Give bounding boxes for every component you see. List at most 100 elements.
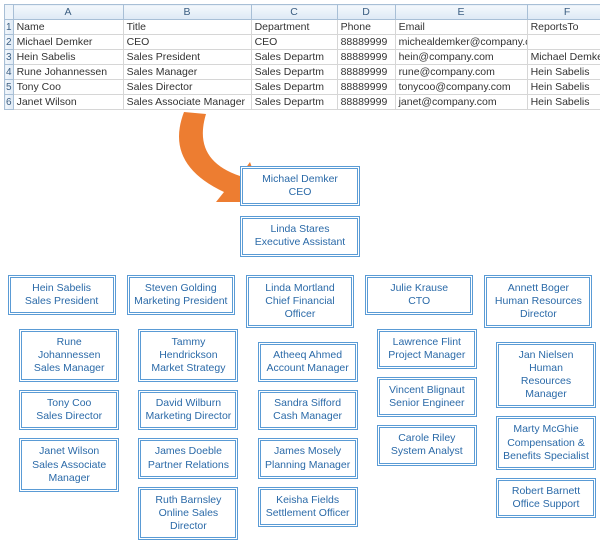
node-title: Planning Manager	[265, 459, 351, 472]
org-node-child: Keisha FieldsSettlement Officer	[258, 487, 358, 527]
node-title: Compensation & Benefits Specialist	[503, 437, 589, 463]
org-node-child: Sandra SiffordCash Manager	[258, 390, 358, 430]
node-title: CEO	[247, 186, 353, 199]
org-children: Lawrence FlintProject Manager Vincent Bli…	[362, 329, 477, 474]
row-header: 5	[5, 80, 14, 95]
org-node-child: Ruth BarnsleyOnline Sales Director	[138, 487, 238, 540]
column-header-row: ABCDEF	[5, 5, 600, 20]
node-title: Partner Relations	[145, 459, 231, 472]
org-assistant-row: Linda Stares Executive Assistant	[4, 216, 596, 256]
spreadsheet-table: ABCDEF 1NameTitleDepartmentPhoneEmailRep…	[4, 4, 600, 110]
cell: janet@company.com	[395, 95, 527, 110]
node-name: James Mosely	[265, 445, 351, 458]
spreadsheet-body: 1NameTitleDepartmentPhoneEmailReportsTo2…	[5, 20, 600, 110]
cell: michealdemker@company.com	[395, 35, 527, 50]
node-name: Keisha Fields	[265, 494, 351, 507]
cell: Hein Sabelis	[13, 50, 123, 65]
cell: Michael Demker	[527, 50, 600, 65]
cell: Janet Wilson	[13, 95, 123, 110]
node-name: Hein Sabelis	[15, 282, 109, 295]
node-name: Robert Barnett	[503, 485, 589, 498]
cell: hein@company.com	[395, 50, 527, 65]
cell: Sales President	[123, 50, 251, 65]
node-title: Senior Engineer	[384, 397, 470, 410]
org-node-child: Carole RileySystem Analyst	[377, 425, 477, 465]
org-node-head: Linda MortlandChief Financial Officer	[246, 275, 354, 328]
cell: Department	[251, 20, 337, 35]
node-name: Rune Johannessen	[26, 336, 112, 362]
node-name: Linda Stares	[247, 223, 353, 236]
org-node-child: Robert BarnettOffice Support	[496, 478, 596, 518]
node-name: Carole Riley	[384, 432, 470, 445]
org-node-child: Tony CooSales Director	[19, 390, 119, 430]
cell: Hein Sabelis	[527, 80, 600, 95]
column-header: A	[13, 5, 123, 20]
cell: 88889999	[337, 50, 395, 65]
node-title: Settlement Officer	[265, 507, 351, 520]
node-title: Sales Manager	[26, 362, 112, 375]
cell: ReportsTo	[527, 20, 600, 35]
corner-cell	[5, 5, 14, 20]
column-header: D	[337, 5, 395, 20]
org-children: Rune JohannessenSales Manager Tony CooSal…	[4, 329, 119, 500]
node-title: Chief Financial Officer	[253, 295, 347, 321]
node-name: Atheeq Ahmed	[265, 349, 351, 362]
node-title: CTO	[372, 295, 466, 308]
org-branch: Linda MortlandChief Financial Officer Ath…	[242, 275, 357, 549]
org-node-child: Vincent BlignautSenior Engineer	[377, 377, 477, 417]
org-node-child: Lawrence FlintProject Manager	[377, 329, 477, 369]
row-header: 1	[5, 20, 14, 35]
org-branch: Hein SabelisSales President Rune Johannes…	[4, 275, 119, 549]
column-header: F	[527, 5, 600, 20]
cell: 88889999	[337, 35, 395, 50]
node-name: Jan Nielsen	[503, 349, 589, 362]
org-node-child: David WilburnMarketing Director	[138, 390, 238, 430]
node-title: System Analyst	[384, 445, 470, 458]
node-title: Sales President	[15, 295, 109, 308]
node-name: Lawrence Flint	[384, 336, 470, 349]
node-title: Sales Associate Manager	[26, 459, 112, 485]
row-header: 2	[5, 35, 14, 50]
cell: Tony Coo	[13, 80, 123, 95]
node-title: Human Resources Manager	[503, 362, 589, 401]
node-title: Marketing Director	[145, 410, 231, 423]
cell: Sales Departm	[251, 50, 337, 65]
column-header: B	[123, 5, 251, 20]
cell: Sales Manager	[123, 65, 251, 80]
node-name: Sandra Sifford	[265, 397, 351, 410]
table-row: 4Rune JohannessenSales ManagerSales Depa…	[5, 65, 600, 80]
org-children: Atheeq AhmedAccount Manager Sandra Siffor…	[242, 342, 357, 535]
node-title: Human Resources Director	[491, 295, 585, 321]
cell: CEO	[251, 35, 337, 50]
org-root-row: Michael Demker CEO	[4, 166, 596, 206]
cell: Phone	[337, 20, 395, 35]
column-header: C	[251, 5, 337, 20]
table-row: 2Michael DemkerCEOCEO88889999michealdemk…	[5, 35, 600, 50]
cell: Title	[123, 20, 251, 35]
node-name: Tammy Hendrickson	[145, 336, 231, 362]
org-node-child: Rune JohannessenSales Manager	[19, 329, 119, 382]
org-branch: Steven GoldingMarketing PresidentTammy H…	[123, 275, 238, 549]
org-children: Tammy HendricksonMarket StrategyDavid Wi…	[123, 329, 238, 548]
org-node-head: Hein SabelisSales President	[8, 275, 116, 315]
cell	[527, 35, 600, 50]
node-name: Annett Boger	[491, 282, 585, 295]
org-branch: Julie KrauseCTOLawrence FlintProject Man…	[362, 275, 477, 549]
table-row: 1NameTitleDepartmentPhoneEmailReportsTo	[5, 20, 600, 35]
node-name: Marty McGhie	[503, 423, 589, 436]
node-title: Account Manager	[265, 362, 351, 375]
cell: Name	[13, 20, 123, 35]
cell: Hein Sabelis	[527, 65, 600, 80]
org-node-child: Marty McGhieCompensation & Benefits Spec…	[496, 416, 596, 469]
row-header: 4	[5, 65, 14, 80]
org-node-child: Atheeq AhmedAccount Manager	[258, 342, 358, 382]
table-row: 5Tony CooSales DirectorSales Departm8888…	[5, 80, 600, 95]
node-title: Cash Manager	[265, 410, 351, 423]
cell: 88889999	[337, 80, 395, 95]
cell: Email	[395, 20, 527, 35]
node-title: Online Sales Director	[145, 507, 231, 533]
node-name: David Wilburn	[145, 397, 231, 410]
cell: Sales Director	[123, 80, 251, 95]
org-branch: Annett BogerHuman Resources Director Jan …	[481, 275, 596, 549]
cell: Sales Departm	[251, 80, 337, 95]
